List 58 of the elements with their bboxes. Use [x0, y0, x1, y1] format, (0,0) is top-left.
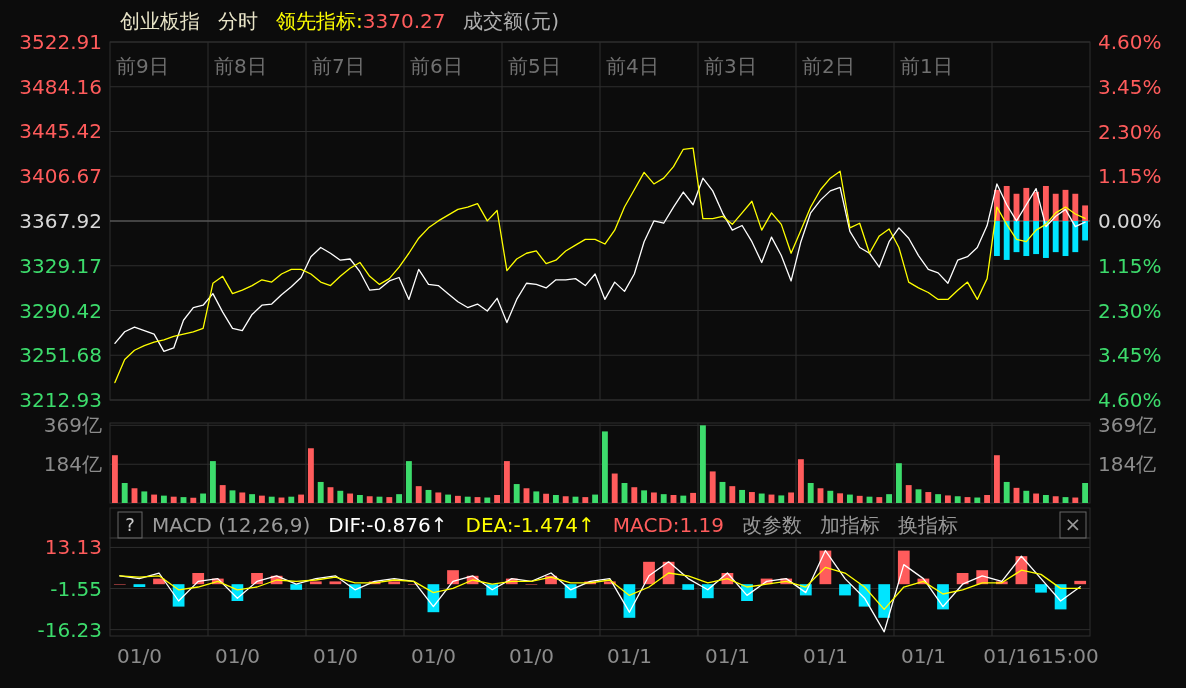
- y-tick-label: 3367.92: [19, 209, 102, 233]
- y2-tick-label: 4.60%: [1098, 30, 1162, 54]
- y-tick-label: -1.55: [50, 576, 102, 601]
- text: 3370.27: [362, 9, 446, 33]
- y-tick-label: 369亿: [43, 413, 102, 438]
- y2-tick-label: 184亿: [1098, 452, 1157, 477]
- text: 加指标: [820, 513, 881, 537]
- y-tick-label: 3290.42: [19, 298, 102, 323]
- text: 改参数: [742, 513, 803, 537]
- x-tick-label: 01/1: [704, 644, 750, 668]
- y-tick-label: 3251.68: [19, 343, 102, 368]
- x-tick-label: 01/0: [312, 644, 358, 668]
- series-label: DIF:-0.876↑: [328, 513, 448, 537]
- y-tick-label: 3445.42: [19, 119, 102, 144]
- series-label: MACD:1.19: [612, 513, 725, 537]
- y2-tick-label: 4.60%: [1098, 388, 1162, 412]
- x-tick-label: 01/1: [900, 644, 946, 668]
- x-tick-label: 01/0: [410, 644, 456, 668]
- text: 换指标: [898, 513, 959, 537]
- annotation: 前4日: [606, 54, 659, 78]
- annotation: 前5日: [508, 54, 561, 78]
- y-tick-label: 13.13: [44, 535, 102, 560]
- x-tick-label: 01/0: [508, 644, 554, 668]
- y-tick-label: 3212.93: [19, 388, 102, 412]
- text: 成交额(元): [463, 9, 560, 33]
- chart-subtitle: 分时: [218, 9, 258, 33]
- text: 领先指标:: [276, 9, 363, 33]
- x-tick-label: 01/1: [802, 644, 848, 668]
- y2-tick-label: 3.45%: [1098, 74, 1162, 99]
- y-tick-label: 3329.17: [19, 253, 102, 278]
- y2-tick-label: 2.30%: [1098, 298, 1162, 323]
- y-tick-label: 184亿: [43, 452, 102, 477]
- annotation: 前8日: [214, 54, 267, 78]
- annotation: 前6日: [410, 54, 463, 78]
- text: ×: [1064, 512, 1082, 536]
- y-tick-label: 3406.67: [19, 164, 102, 189]
- x-tick-label: 01/0: [214, 644, 260, 668]
- chart-title: MACD (12,26,9): [152, 513, 311, 537]
- x-tick-label: 01/0: [116, 644, 162, 668]
- y2-tick-label: 1.15%: [1098, 253, 1162, 278]
- x-tick-label: 01/1: [606, 644, 652, 668]
- annotation: 前9日: [116, 54, 169, 78]
- y2-tick-label: 369亿: [1098, 413, 1157, 438]
- y-tick-label: 3522.91: [19, 30, 102, 54]
- annotation: 前2日: [802, 54, 855, 78]
- y2-tick-label: 1.15%: [1098, 164, 1162, 189]
- y-tick-label: -16.23: [37, 617, 102, 642]
- annotation: 前3日: [704, 54, 757, 78]
- y2-tick-label: 3.45%: [1098, 343, 1162, 368]
- y2-tick-label: 2.30%: [1098, 119, 1162, 144]
- x-tick-label: 01/1615:00: [983, 644, 1099, 668]
- y-tick-label: 3484.16: [19, 74, 102, 99]
- y2-tick-label: 0.00%: [1098, 209, 1162, 233]
- text: DEA:-1.474↑: [465, 513, 595, 537]
- annotation: 前1日: [900, 54, 953, 78]
- chart-title: 创业板指: [120, 9, 200, 33]
- text: ?: [125, 514, 135, 535]
- annotation: 前7日: [312, 54, 365, 78]
